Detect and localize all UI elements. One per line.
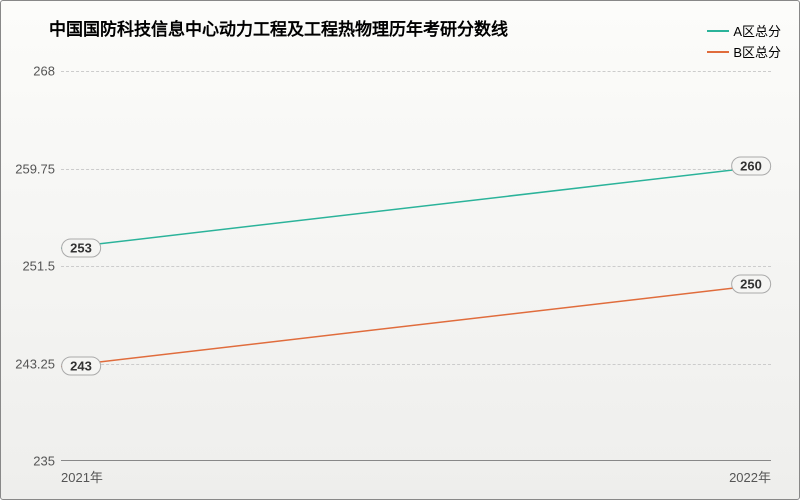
value-badge: 260 [731,156,771,175]
y-tick-label: 235 [33,454,55,469]
value-badge: 253 [61,239,101,258]
gridline [61,364,771,365]
legend: A区总分 B区总分 [707,21,781,63]
y-tick-label: 268 [33,64,55,79]
chart-title: 中国国防科技信息中心动力工程及工程热物理历年考研分数线 [49,15,508,40]
y-tick-label: 251.5 [22,259,55,274]
legend-swatch-a [707,30,729,32]
gridline [61,169,771,170]
value-badge: 243 [61,357,101,376]
legend-item-a: A区总分 [707,21,781,40]
legend-swatch-b [707,51,729,53]
value-badge: 250 [731,274,771,293]
y-tick-label: 259.75 [15,161,55,176]
series-line-0 [61,166,771,249]
y-tick-label: 243.25 [15,356,55,371]
legend-label-b: B区总分 [733,42,781,61]
chart-container: 中国国防科技信息中心动力工程及工程热物理历年考研分数线 A区总分 B区总分 23… [0,0,800,500]
plot-area: 235243.25251.5259.752682021年2022年2532602… [61,71,771,461]
legend-item-b: B区总分 [707,42,781,61]
series-line-1 [61,284,771,367]
x-tick-label: 2021年 [61,467,103,486]
legend-label-a: A区总分 [733,21,781,40]
x-tick-label: 2022年 [729,467,771,486]
gridline [61,266,771,267]
gridline [61,71,771,72]
